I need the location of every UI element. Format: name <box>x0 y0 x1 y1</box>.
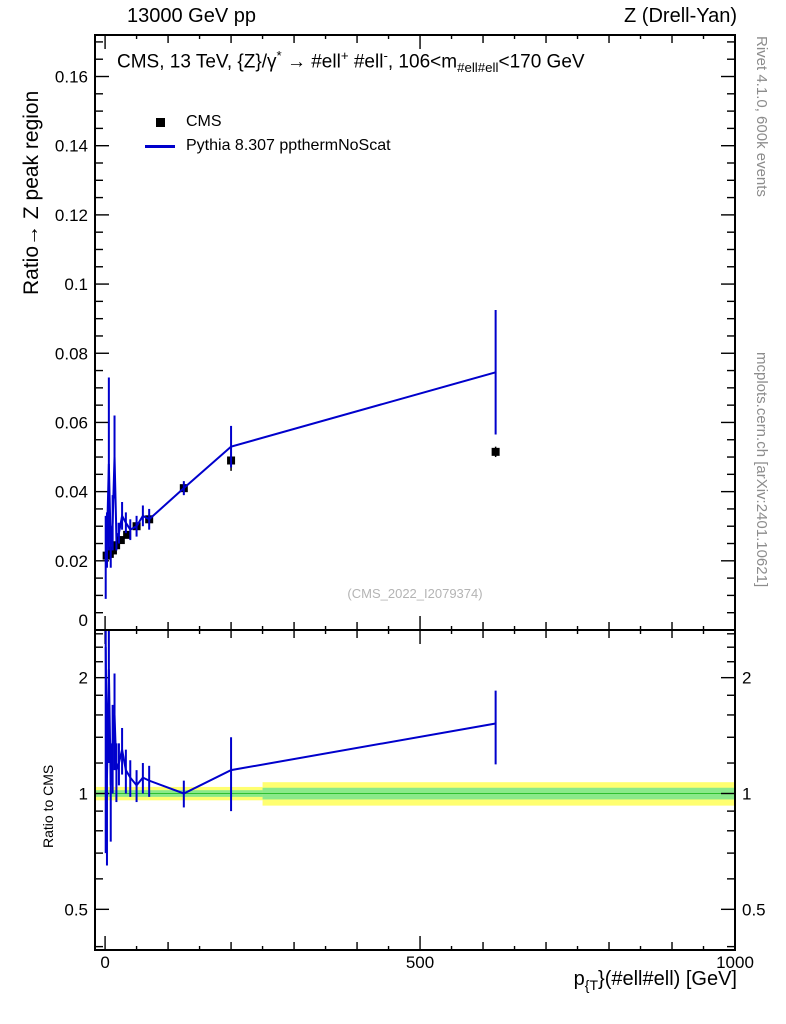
text-segment: #ell#ell <box>457 60 499 76</box>
data-point <box>123 530 132 539</box>
y-zero-label: 0 <box>79 611 88 630</box>
text-segment: <170 GeV <box>498 51 585 73</box>
y-tick-label: 0.02 <box>55 552 88 571</box>
ratio-tick-label-left: 2 <box>79 669 88 688</box>
ratio-line <box>104 647 496 795</box>
x-tick-label: 1000 <box>716 953 754 972</box>
plot-title: CMS, 13 TeV, {Z}/γ* → #ell+ #ell-, 106<m… <box>117 48 585 75</box>
ratio-y-axis-label: Ratio to CMS <box>40 764 56 848</box>
y-tick-label: 0.16 <box>55 68 88 87</box>
legend: CMS Pythia 8.307 ppthermNoScat <box>142 110 391 158</box>
text-segment: CMS, 13 TeV, {Z}/γ <box>117 51 277 73</box>
process-label: Z (Drell-Yan) <box>624 5 737 27</box>
x-axis-label: p{T}(#ell#ell) [GeV] <box>574 968 737 993</box>
text-segment: , 106<m <box>387 51 458 73</box>
main-y-axis-label: Ratio→ Z peak region <box>20 90 43 295</box>
mcplots-reference-note: mcplots.cern.ch [arXiv:2401.10621] <box>753 352 770 588</box>
data-point <box>491 447 500 456</box>
text-segment: p <box>573 968 585 990</box>
y-tick-label: 0.04 <box>55 483 88 502</box>
data-marker-icon <box>142 117 178 127</box>
x-tick-label: 500 <box>406 953 434 972</box>
y-tick-label: 0.06 <box>55 413 88 432</box>
legend-label: CMS <box>186 113 222 130</box>
mc-line-icon <box>142 144 178 148</box>
text-segment: {T <box>584 977 599 993</box>
beam-energy-label: 13000 GeV pp <box>127 5 256 27</box>
square-marker-glyph <box>155 117 165 127</box>
y-tick-label: 0.14 <box>55 137 88 156</box>
ratio-tick-label-left: 0.5 <box>64 900 88 919</box>
legend-item: CMS <box>142 110 391 134</box>
ratio-panel-frame <box>94 629 736 951</box>
ratio-tick-label-right: 0.5 <box>742 900 766 919</box>
ratio-tick-label-left: 1 <box>79 784 88 803</box>
x-tick-label: 0 <box>100 953 109 972</box>
mc-line <box>104 371 496 558</box>
analysis-watermark: (CMS_2022_I2079374) <box>347 586 483 601</box>
line-glyph <box>145 144 175 148</box>
legend-item: Pythia 8.307 ppthermNoScat <box>142 134 391 158</box>
ratio-tick-label-right: 1 <box>742 784 751 803</box>
y-tick-label: 0.12 <box>55 206 88 225</box>
text-segment: }(#ell#ell) [GeV] <box>598 968 737 990</box>
text-segment: - <box>383 48 388 63</box>
y-tick-label: 0.1 <box>64 275 88 294</box>
data-point <box>116 536 125 545</box>
text-segment: → #ell <box>281 51 341 73</box>
ratio-series <box>104 630 497 866</box>
y-tick-label: 0.08 <box>55 344 88 363</box>
text-segment: + <box>340 48 349 63</box>
text-segment: * <box>276 48 282 63</box>
legend-label: Pythia 8.307 ppthermNoScat <box>186 137 391 154</box>
mc-series <box>104 310 497 599</box>
text-segment: #ell <box>348 51 384 73</box>
data-series <box>102 446 500 560</box>
ratio-tick-label-right: 2 <box>742 669 751 688</box>
rivet-version-note: Rivet 4.1.0, 600k events <box>753 36 770 197</box>
